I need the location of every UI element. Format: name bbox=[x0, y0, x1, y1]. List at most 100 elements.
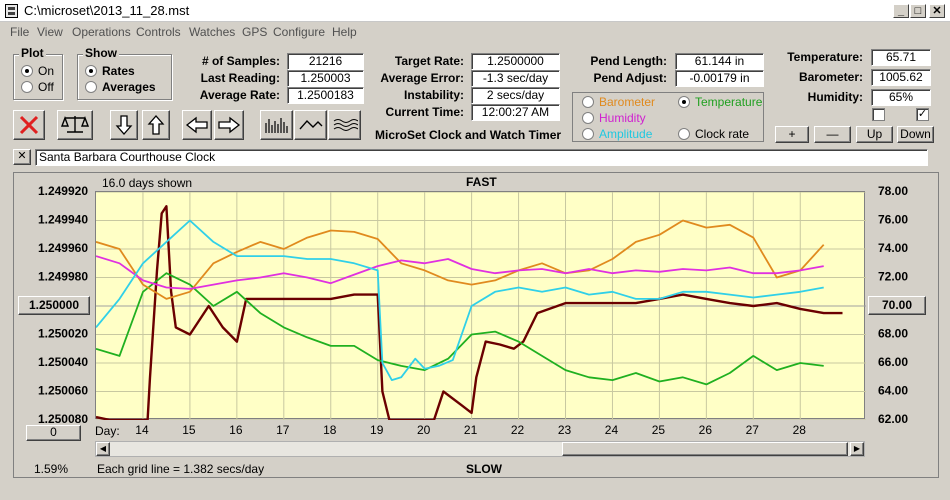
arrow-down-icon bbox=[115, 115, 133, 135]
current-time-field: 12:00:27 AM bbox=[471, 104, 560, 121]
arrow-left-button[interactable] bbox=[182, 110, 212, 140]
right-center-button[interactable]: 70.00 bbox=[868, 296, 926, 315]
arrow-right-button[interactable] bbox=[214, 110, 244, 140]
menu-controls[interactable]: Controls bbox=[136, 25, 181, 39]
plot-off-radio[interactable] bbox=[21, 81, 33, 93]
temperature-radio[interactable] bbox=[678, 96, 690, 108]
instability-label: Instability: bbox=[403, 88, 464, 102]
smooth-view-button[interactable] bbox=[328, 110, 361, 140]
menu-view[interactable]: View bbox=[37, 25, 63, 39]
pend-adjust-field: -0.00179 in bbox=[675, 70, 764, 87]
balance-button[interactable] bbox=[57, 110, 93, 140]
chart-area bbox=[95, 191, 866, 420]
temperature-label: Temperature: bbox=[787, 50, 863, 64]
days-shown-label: 16.0 days shown bbox=[102, 176, 193, 190]
menu-file[interactable]: File bbox=[10, 25, 30, 39]
humidity-radio[interactable] bbox=[582, 112, 594, 124]
arrow-down-button[interactable] bbox=[110, 110, 138, 140]
right-checkbox[interactable]: ✓ bbox=[916, 108, 929, 121]
show-averages-label: Averages bbox=[102, 80, 156, 94]
samples-field: 21216 bbox=[287, 53, 364, 70]
humidity-option-label: Humidity bbox=[599, 111, 646, 125]
average-error-label: Average Error: bbox=[380, 71, 464, 85]
series-humidity bbox=[96, 255, 824, 290]
up-button[interactable]: Up bbox=[856, 126, 893, 143]
current-time-label: Current Time: bbox=[385, 105, 464, 119]
clock-rate-radio[interactable] bbox=[678, 128, 690, 140]
amplitude-radio[interactable] bbox=[582, 128, 594, 140]
clear-watch-button[interactable]: ✕ bbox=[13, 149, 31, 165]
arrow-right-icon bbox=[218, 116, 241, 134]
menu-bar: File View Operations Controls Watches GP… bbox=[0, 22, 950, 42]
plot-off-label: Off bbox=[38, 80, 54, 94]
arrow-left-icon bbox=[185, 116, 208, 134]
show-rates-label: Rates bbox=[102, 64, 135, 78]
barometer-label: Barometer: bbox=[798, 70, 863, 84]
average-error-field: -1.3 sec/day bbox=[471, 70, 560, 87]
zero-button[interactable]: 0 bbox=[26, 425, 81, 441]
scroll-right-button[interactable]: ▶ bbox=[850, 442, 864, 456]
down-button[interactable]: Down bbox=[897, 126, 934, 143]
watch-name-field[interactable]: Santa Barbara Courthouse Clock bbox=[35, 149, 928, 166]
bars-view-button[interactable] bbox=[260, 110, 293, 140]
plot-on-radio[interactable] bbox=[21, 65, 33, 77]
average-rate-field: 1.2500183 bbox=[287, 87, 364, 104]
menu-help[interactable]: Help bbox=[332, 25, 357, 39]
clock-rate-option-label: Clock rate bbox=[695, 127, 750, 141]
show-group bbox=[77, 54, 172, 100]
day-label: Day: bbox=[95, 424, 120, 438]
sensor-selector bbox=[572, 92, 764, 142]
line-wave-icon bbox=[298, 119, 322, 130]
menu-configure[interactable]: Configure bbox=[273, 25, 326, 39]
temperature-option-label: Temperature bbox=[695, 95, 763, 109]
wavy-lines-icon bbox=[333, 119, 358, 131]
show-group-label: Show bbox=[83, 46, 119, 60]
series-temperature bbox=[96, 272, 824, 386]
last-reading-field: 1.250003 bbox=[287, 70, 364, 87]
maximize-button[interactable]: □ bbox=[910, 4, 926, 18]
temperature-field: 65.71 bbox=[871, 49, 931, 66]
amplitude-option-label: Amplitude bbox=[599, 127, 653, 141]
last-reading-label: Last Reading: bbox=[200, 71, 280, 85]
percent-label: 1.59% bbox=[34, 462, 69, 476]
left-checkbox[interactable] bbox=[872, 108, 885, 121]
menu-gps[interactable]: GPS bbox=[242, 25, 268, 39]
scroll-thumb[interactable] bbox=[562, 442, 848, 456]
series-amplitude bbox=[96, 219, 824, 382]
samples-label: # of Samples: bbox=[201, 54, 280, 68]
minimize-button[interactable]: _ bbox=[893, 4, 909, 18]
red-x-icon bbox=[19, 115, 39, 135]
app-caption: MicroSet Clock and Watch Timer bbox=[375, 128, 562, 142]
center-rate-button[interactable]: 1.250000 bbox=[18, 296, 90, 315]
arrow-up-button[interactable] bbox=[142, 110, 170, 140]
show-averages-radio[interactable] bbox=[85, 81, 97, 93]
menu-watches[interactable]: Watches bbox=[189, 25, 236, 39]
close-window-button[interactable]: ✕ bbox=[929, 4, 945, 18]
arrow-up-icon bbox=[147, 115, 165, 135]
minus-button[interactable]: — bbox=[814, 126, 851, 143]
humidity-label: Humidity: bbox=[807, 90, 863, 104]
scroll-left-button[interactable]: ◀ bbox=[96, 442, 110, 456]
barometer-field: 1005.62 bbox=[871, 69, 931, 86]
bars-icon bbox=[264, 118, 288, 133]
grid-note: Each grid line = 1.382 secs/day bbox=[97, 462, 265, 476]
plot-group-label: Plot bbox=[19, 46, 46, 60]
app-icon bbox=[5, 4, 18, 18]
pend-length-field: 61.144 in bbox=[675, 53, 764, 70]
humidity-field: 65% bbox=[871, 89, 931, 106]
stop-button[interactable] bbox=[13, 110, 45, 140]
menu-operations[interactable]: Operations bbox=[72, 25, 131, 39]
fast-label: FAST bbox=[466, 175, 497, 189]
barometer-radio[interactable] bbox=[582, 96, 594, 108]
show-rates-radio[interactable] bbox=[85, 65, 97, 77]
target-rate-label: Target Rate: bbox=[394, 54, 464, 68]
series-barometer bbox=[96, 219, 825, 300]
line-view-button[interactable] bbox=[294, 110, 327, 140]
plot-panel bbox=[13, 172, 939, 478]
instability-field: 2 secs/day bbox=[471, 87, 560, 104]
window-title: C:\microset\2013_11_28.mst bbox=[24, 3, 190, 18]
title-bar: C:\microset\2013_11_28.mst _ □ ✕ bbox=[0, 0, 950, 22]
plus-button[interactable]: + bbox=[775, 126, 809, 143]
horizontal-scrollbar[interactable]: ◀ ▶ bbox=[95, 441, 865, 457]
slow-label: SLOW bbox=[466, 462, 502, 476]
